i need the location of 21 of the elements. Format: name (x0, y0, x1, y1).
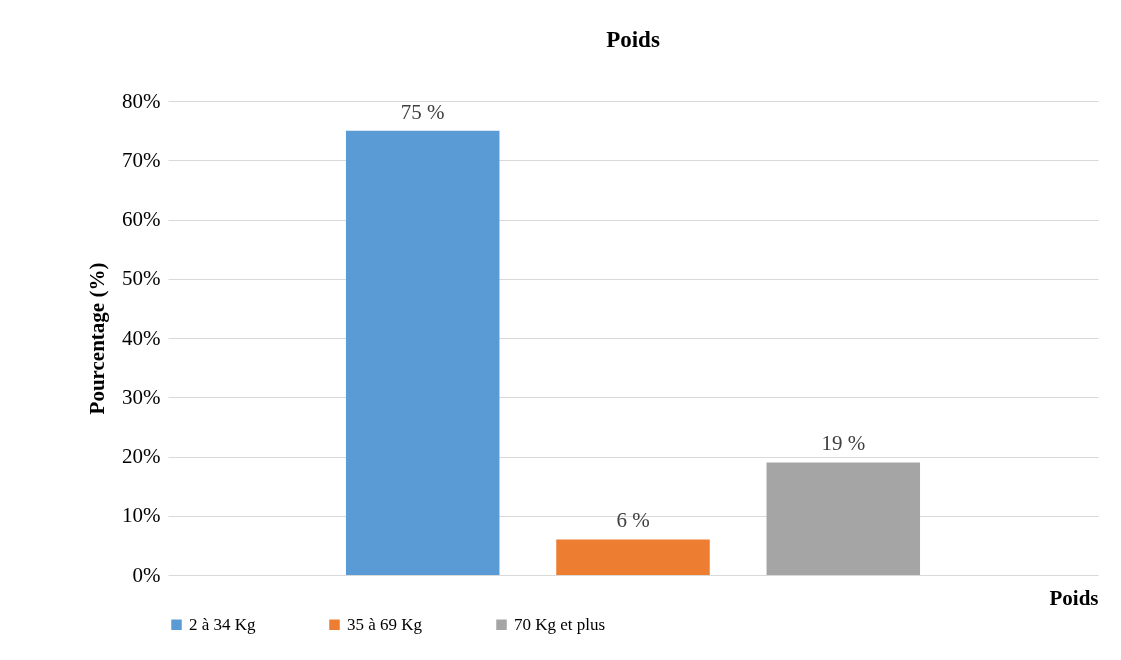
y-tick-label: 60% (122, 207, 161, 231)
legend-label: 2 à 34 Kg (189, 614, 257, 634)
legend-label: 35 à 69 Kg (347, 614, 423, 634)
y-tick-label: 40% (122, 325, 161, 350)
y-tick-label: 10% (122, 503, 161, 528)
y-tick-label: 20% (122, 444, 161, 468)
data-label: 75 % (400, 99, 445, 124)
data-label: 19 % (821, 431, 866, 456)
x-axis-title: Poids (1049, 585, 1099, 610)
data-label: 6 % (616, 508, 650, 533)
y-tick-label: 30% (122, 384, 161, 409)
y-tick-label: 70% (122, 147, 161, 172)
bar (345, 130, 500, 575)
legend-label: 70 Kg et plus (514, 614, 606, 634)
y-axis-title: Pourcentage (%) (85, 262, 110, 415)
y-tick-label: 50% (122, 266, 161, 291)
bar (556, 539, 710, 575)
y-tick-label: 0% (132, 562, 161, 587)
bar (766, 462, 921, 575)
chart-title: Poids (606, 27, 660, 52)
y-tick-label: 80% (122, 88, 161, 113)
